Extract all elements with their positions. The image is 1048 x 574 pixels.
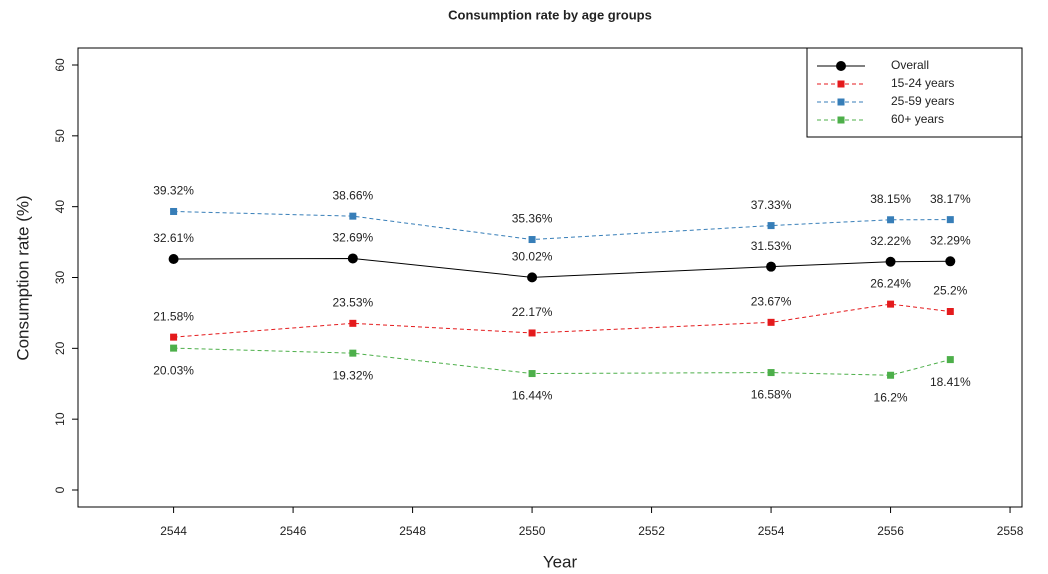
- data-point: [349, 349, 357, 357]
- data-point: [170, 207, 178, 215]
- x-tick-label: 2544: [160, 524, 187, 538]
- x-tick-label: 2546: [280, 524, 307, 538]
- data-label: 39.32%: [153, 184, 194, 198]
- x-tick-label: 2550: [519, 524, 546, 538]
- data-label: 31.53%: [751, 239, 792, 253]
- legend-marker: [837, 116, 845, 124]
- chart-title: Consumption rate by age groups: [448, 7, 652, 22]
- y-tick-label: 50: [53, 129, 67, 143]
- y-tick-label: 40: [53, 200, 67, 214]
- data-point: [887, 216, 895, 224]
- data-label: 16.44%: [512, 389, 553, 403]
- legend-marker: [837, 98, 845, 106]
- x-tick-label: 2548: [399, 524, 426, 538]
- legend-label: Overall: [891, 58, 929, 72]
- x-axis-label: Year: [543, 552, 578, 571]
- series-line: [173, 257, 951, 278]
- data-label: 38.17%: [930, 192, 971, 206]
- data-point: [347, 253, 358, 264]
- data-label: 23.53%: [332, 296, 373, 310]
- data-point: [887, 371, 895, 379]
- data-label: 32.29%: [930, 233, 971, 247]
- data-label: 26.24%: [870, 276, 911, 290]
- data-label: 25.2%: [933, 284, 967, 298]
- x-tick-label: 2556: [877, 524, 904, 538]
- legend-label: 25-59 years: [891, 94, 954, 108]
- data-point: [528, 370, 536, 378]
- x-tick-label: 2554: [758, 524, 785, 538]
- data-point: [946, 308, 954, 315]
- legend-label: 15-24 years: [891, 76, 954, 90]
- data-point: [946, 356, 954, 364]
- data-label: 35.36%: [512, 212, 553, 226]
- data-point: [945, 256, 956, 267]
- legend-marker: [837, 80, 845, 88]
- data-label: 19.32%: [332, 368, 373, 382]
- series-line: [173, 303, 951, 338]
- data-label: 23.67%: [751, 295, 792, 309]
- data-label: 38.66%: [332, 188, 373, 202]
- y-tick-label: 10: [53, 412, 67, 426]
- data-point: [885, 256, 896, 267]
- data-point: [527, 272, 538, 283]
- data-point: [349, 212, 357, 220]
- legend-label: 60+ years: [891, 112, 944, 126]
- data-label: 22.17%: [512, 305, 553, 319]
- data-point: [767, 318, 775, 326]
- data-label: 38.15%: [870, 192, 911, 206]
- data-point: [946, 216, 954, 224]
- data-point: [767, 222, 775, 230]
- data-label: 18.41%: [930, 375, 971, 389]
- data-point: [887, 300, 895, 308]
- x-tick-label: 2558: [997, 524, 1024, 538]
- data-point: [766, 261, 777, 272]
- data-label: 32.61%: [153, 231, 194, 245]
- legend-marker: [836, 61, 846, 71]
- data-point: [528, 236, 536, 244]
- data-label: 32.69%: [332, 231, 373, 245]
- data-point: [170, 333, 178, 341]
- data-point: [170, 344, 178, 352]
- data-point: [349, 319, 357, 327]
- data-label: 16.58%: [751, 388, 792, 402]
- data-point: [168, 254, 179, 265]
- data-label: 20.03%: [153, 363, 194, 377]
- series-line: [173, 210, 951, 241]
- y-axis-label: Consumption rate (%): [13, 195, 32, 360]
- x-tick-label: 2552: [638, 524, 665, 538]
- y-tick-label: 30: [53, 271, 67, 285]
- data-point: [528, 329, 536, 337]
- y-tick-label: 20: [53, 341, 67, 355]
- data-point: [767, 369, 775, 377]
- data-label: 30.02%: [512, 250, 553, 264]
- y-tick-label: 0: [53, 486, 67, 493]
- data-label: 37.33%: [751, 198, 792, 212]
- y-tick-label: 60: [53, 58, 67, 72]
- data-label: 21.58%: [153, 309, 194, 323]
- data-label: 32.22%: [870, 234, 911, 248]
- series-line: [173, 347, 951, 376]
- data-label: 16.2%: [874, 390, 908, 404]
